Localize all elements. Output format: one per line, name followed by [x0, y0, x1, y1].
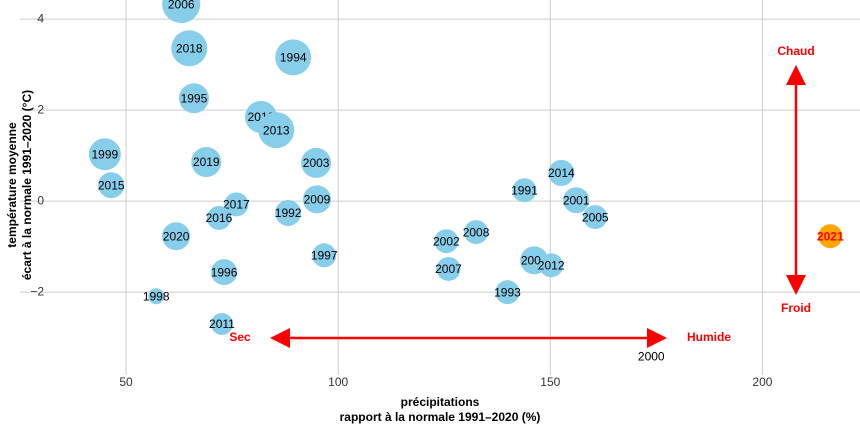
bubble [275, 39, 312, 76]
point-label: 2014 [548, 166, 575, 180]
bubble [301, 147, 332, 178]
point-label: 2013 [263, 123, 290, 137]
x-tick-label: 200 [752, 375, 772, 389]
point-label: 1998 [143, 289, 170, 303]
bubble [258, 112, 295, 149]
y-tick-label: 0 [37, 193, 44, 207]
bubble [436, 256, 461, 281]
point-label: 1996 [211, 265, 238, 279]
x-tick-label: 100 [328, 375, 348, 389]
bubble [211, 259, 238, 286]
bubble [275, 199, 302, 226]
y-tick-label: −2 [30, 284, 44, 298]
annotation: Froid [781, 301, 811, 315]
bubble [171, 30, 208, 67]
point-label: 2018 [176, 41, 203, 55]
x-axis-title: précipitations [401, 395, 480, 409]
bubble [818, 224, 843, 249]
bubble [98, 172, 125, 199]
point-label: 1995 [181, 91, 208, 105]
bubble [210, 313, 233, 336]
bubble [206, 205, 231, 230]
point-label: 2021 [817, 229, 844, 243]
x-tick-label: 50 [119, 375, 133, 389]
point-label: 1999 [91, 147, 118, 161]
bubble [312, 243, 337, 268]
bubble [162, 222, 191, 251]
point-label: 2011 [209, 317, 235, 331]
bubble [583, 205, 608, 230]
point-label: 1992 [275, 206, 302, 220]
point-label: 2005 [582, 210, 609, 224]
x-tick-label: 150 [540, 375, 560, 389]
y-tick-label: 4 [37, 11, 44, 25]
point-label: 2015 [98, 178, 125, 192]
bubble [539, 253, 564, 278]
bubble [434, 229, 459, 254]
point-label: 2002 [433, 234, 460, 248]
point-label: 2008 [463, 225, 490, 239]
annotation: Sec [229, 330, 251, 344]
point-label: 2020 [163, 229, 190, 243]
bubble [148, 288, 165, 305]
point-label: 1994 [280, 51, 307, 65]
bubble [191, 147, 222, 178]
point-label: 2012 [538, 258, 565, 272]
point-label: 2006 [168, 0, 195, 11]
x-axis-title: rapport à la normale 1991–2020 (%) [340, 410, 541, 424]
point-label: 2016 [206, 211, 233, 225]
point-label: 1993 [494, 285, 521, 299]
point-label: 2019 [193, 155, 220, 169]
bubble [88, 138, 121, 171]
bubble [464, 220, 489, 245]
bubble [224, 192, 249, 217]
bubble [162, 0, 201, 24]
bubble [178, 83, 209, 114]
point-label: 2003 [303, 156, 330, 170]
bubble [650, 355, 653, 358]
bubble [548, 159, 575, 186]
grid [20, 0, 860, 375]
bubble [495, 280, 520, 305]
point-label: 2001 [563, 193, 590, 207]
y-axis-title: température moyenne [5, 122, 19, 248]
annotation: Humide [687, 330, 731, 344]
bubble [563, 187, 590, 214]
point-label: 2017 [223, 198, 250, 212]
y-axis-title: écart à la normale 1991–2020 (°C) [20, 90, 34, 280]
bubble [302, 185, 331, 214]
point-label: 2009 [304, 193, 331, 207]
point-label: 1997 [311, 248, 338, 262]
bubble [512, 178, 537, 203]
point-label: 2007 [435, 262, 462, 276]
annotation: Chaud [777, 44, 814, 58]
point-label: 2000 [638, 350, 665, 364]
point-label: 1991 [511, 183, 538, 197]
y-tick-label: 2 [37, 102, 44, 116]
